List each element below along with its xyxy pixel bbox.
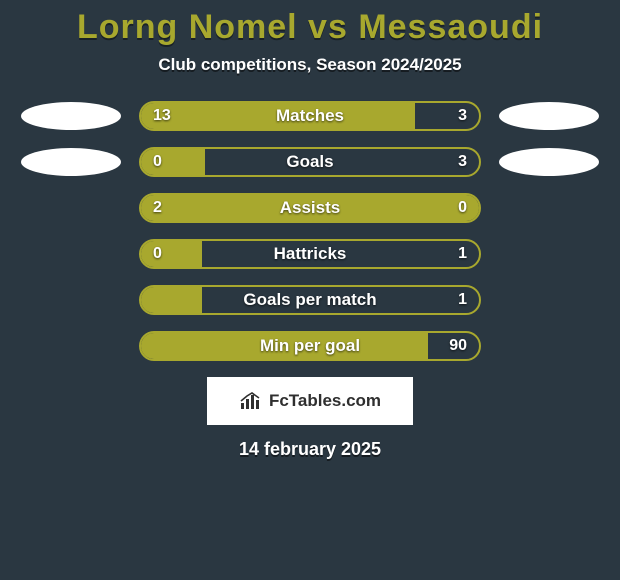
stat-bar: 13Matches3 — [139, 101, 481, 131]
stat-label: Goals per match — [141, 287, 479, 313]
stat-row: Goals per match1 — [0, 285, 620, 315]
stat-row: 0Hattricks1 — [0, 239, 620, 269]
stat-label: Hattricks — [141, 241, 479, 267]
stat-label: Matches — [141, 103, 479, 129]
stat-value-right: 1 — [458, 287, 467, 313]
comparison-card: Lorng Nomel vs Messaoudi Club competitio… — [0, 0, 620, 460]
player-avatar-right — [499, 102, 599, 130]
stat-value-right: 3 — [458, 149, 467, 175]
player-avatar-left — [21, 102, 121, 130]
stat-row: 13Matches3 — [0, 101, 620, 131]
stat-bar: 2Assists0 — [139, 193, 481, 223]
stat-bar: 0Hattricks1 — [139, 239, 481, 269]
stat-value-right: 0 — [458, 195, 467, 221]
stat-row: Min per goal90 — [0, 331, 620, 361]
title: Lorng Nomel vs Messaoudi — [0, 8, 620, 47]
stat-row: 0Goals3 — [0, 147, 620, 177]
stat-value-right: 90 — [449, 333, 467, 359]
stat-label: Assists — [141, 195, 479, 221]
stat-label: Min per goal — [141, 333, 479, 359]
player-avatar-right — [499, 148, 599, 176]
stat-bar: Min per goal90 — [139, 331, 481, 361]
stat-bar: Goals per match1 — [139, 285, 481, 315]
player-avatar-left — [21, 148, 121, 176]
stat-row: 2Assists0 — [0, 193, 620, 223]
subtitle: Club competitions, Season 2024/2025 — [0, 55, 620, 75]
brand-box: FcTables.com — [207, 377, 413, 425]
brand-text: FcTables.com — [269, 391, 381, 411]
stat-value-right: 1 — [458, 241, 467, 267]
stat-value-right: 3 — [458, 103, 467, 129]
date-label: 14 february 2025 — [0, 439, 620, 460]
stat-label: Goals — [141, 149, 479, 175]
brand: FcTables.com — [239, 391, 381, 411]
stat-rows: 13Matches30Goals32Assists00Hattricks1Goa… — [0, 101, 620, 361]
stat-bar: 0Goals3 — [139, 147, 481, 177]
chart-icon — [239, 391, 263, 411]
